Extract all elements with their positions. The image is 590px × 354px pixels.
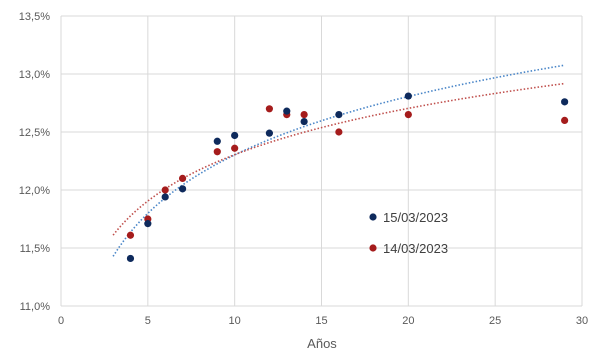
data-point-series-0 [283,107,291,115]
y-tick-label: 13,5% [19,11,50,23]
data-point-series-1 [161,186,169,194]
data-point-series-1 [265,105,273,113]
data-point-series-0 [561,98,569,106]
x-tick-label: 20 [402,315,414,327]
data-point-series-1 [300,111,308,119]
y-tick-label: 13,0% [19,69,50,81]
x-axis-title: Años [307,336,337,351]
y-tick-label: 11,5% [20,243,51,255]
data-point-series-1 [126,231,135,239]
legend: 15/03/2023 14/03/2023 [369,210,448,256]
y-tick-label: 12,5% [19,127,50,139]
data-point-series-1 [561,116,569,124]
gridlines [60,15,583,307]
legend-item-0: 15/03/2023 [369,210,448,225]
data-point-series-0 [126,254,135,263]
data-point-series-0 [404,92,412,100]
trendline-0 [112,64,565,257]
trendline-1 [112,82,565,236]
data-point-series-1 [231,144,239,152]
legend-label: 15/03/2023 [383,210,448,225]
data-point-series-0 [213,137,221,145]
data-point-series-1 [213,148,221,156]
data-point-series-1 [404,111,412,119]
legend-marker [369,244,377,252]
legend-item-1: 14/03/2023 [369,241,448,256]
trendlines [112,64,565,257]
y-tick-label: 12,0% [19,185,50,197]
data-point-series-1 [178,174,187,182]
y-tick-label: 11,0% [20,301,51,313]
legend-label: 14/03/2023 [383,241,448,256]
x-tick-label: 25 [489,315,501,327]
x-tick-label: 15 [315,315,327,327]
x-tick-label: 30 [576,315,588,327]
data-point-series-1 [335,128,343,136]
data-point-series-0 [178,185,187,193]
data-point-series-0 [265,129,273,137]
x-tick-label: 5 [145,315,151,327]
data-point-series-0 [335,111,343,119]
y-axis-ticks: 11,0% 11,5% 12,0% 12,5% 13,0% 13,5% [19,11,50,313]
data-point-series-0 [161,193,169,201]
data-point-series-0 [231,131,239,140]
x-axis-ticks: 0 5 10 15 20 25 30 [58,315,588,327]
data-point-series-0 [144,220,152,228]
x-tick-label: 0 [58,315,64,327]
legend-marker [369,213,377,221]
data-points [126,92,569,263]
data-point-series-0 [300,117,308,126]
x-tick-label: 10 [229,315,241,327]
